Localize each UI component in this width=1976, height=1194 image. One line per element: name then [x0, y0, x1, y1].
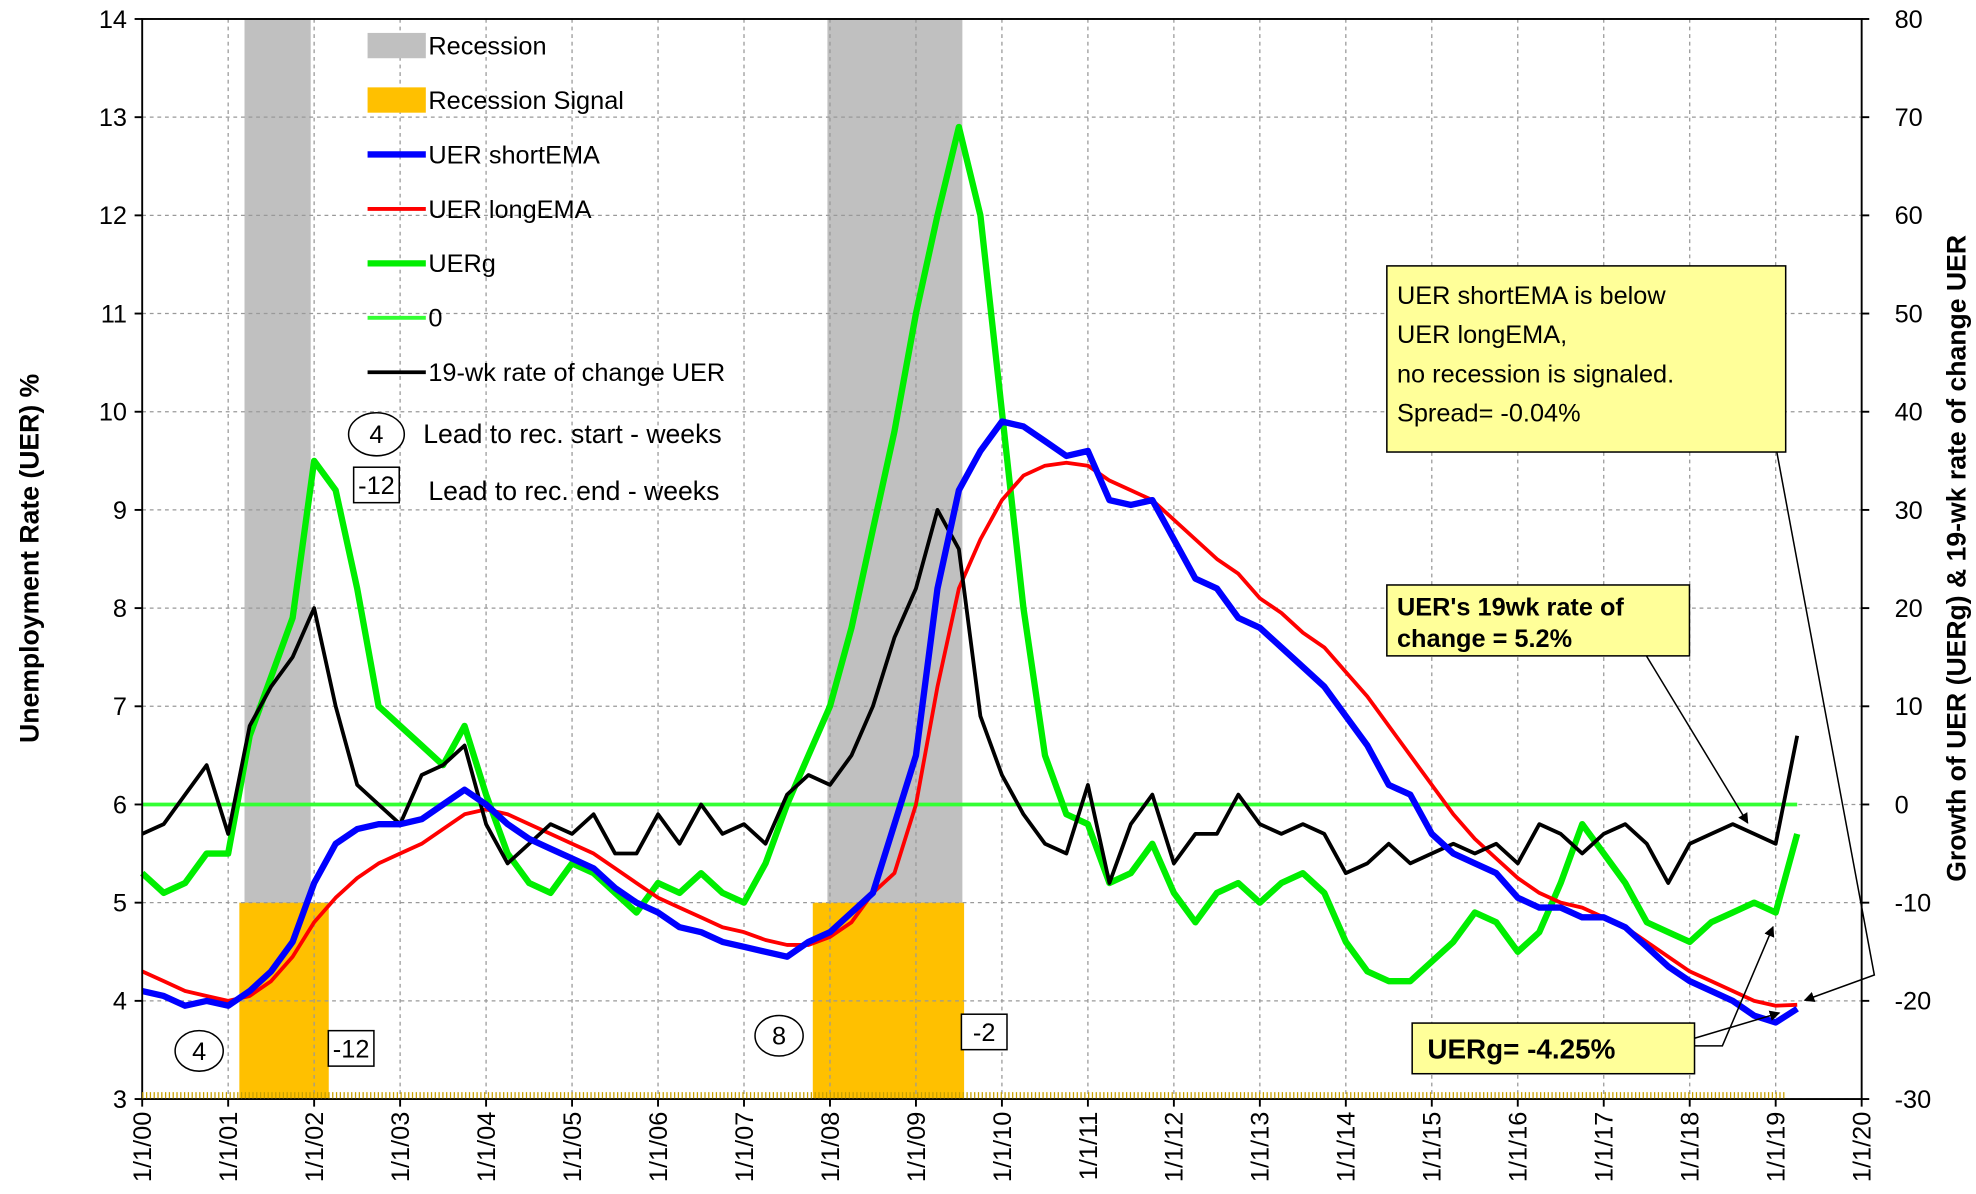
x-tick-label: 1/1/00: [129, 1112, 157, 1182]
callout-box: [1386, 584, 1691, 657]
lead-marker-label: -2: [973, 1019, 996, 1047]
callout-text: UER shortEMA is below: [1397, 282, 1666, 310]
lead-marker-label: -12: [358, 472, 395, 500]
x-tick-label: 1/1/17: [1591, 1112, 1619, 1182]
y-tick-label: 6: [113, 791, 127, 819]
y2-tick-label: -20: [1895, 988, 1932, 1016]
x-tick-label: 1/1/11: [1075, 1112, 1103, 1181]
y2-tick-label: 30: [1895, 497, 1923, 525]
y-axis-title: Unemployment Rate (UER) %: [14, 374, 44, 743]
y2-tick-label: 10: [1895, 693, 1923, 721]
y-tick-label: 9: [113, 497, 127, 525]
legend-label: 19-wk rate of change UER: [428, 359, 725, 387]
x-tick-label: 1/1/19: [1763, 1112, 1791, 1182]
y2-axis-title: Growth of UER (UERg) & 19-wk rate of cha…: [1941, 235, 1971, 882]
legend-swatch: [367, 87, 426, 113]
callout-text: change = 5.2%: [1397, 625, 1572, 653]
x-tick-label: 1/1/18: [1677, 1112, 1705, 1182]
callout-box: [1386, 265, 1787, 453]
lead-legend-text: Lead to rec. start - weeks: [423, 419, 721, 449]
x-tick-label: 1/1/13: [1247, 1112, 1275, 1182]
lead-marker-label: 4: [192, 1038, 206, 1066]
x-tick-label: 1/1/14: [1333, 1112, 1361, 1182]
series-line: [140, 123, 1801, 985]
x-tick-label: 1/1/15: [1419, 1112, 1447, 1182]
lead-marker-shape: [754, 1014, 804, 1057]
callout-text: Spread= -0.04%: [1397, 400, 1581, 428]
legend-label: 0: [428, 305, 442, 333]
lead-marker-shape: [347, 412, 406, 457]
recession-signal-band: [239, 902, 329, 1100]
y2-tick-label: 40: [1895, 399, 1923, 427]
x-tick-label: 1/1/02: [301, 1112, 329, 1182]
lead-marker-shape: [174, 1029, 224, 1072]
y-tick-label: 12: [99, 202, 127, 230]
lead-marker-shape: [327, 1029, 375, 1067]
y-tick-label: 4: [113, 988, 127, 1016]
x-tick-label: 1/1/12: [1161, 1112, 1189, 1182]
y2-tick-label: 70: [1895, 104, 1923, 132]
callout-text: UER longEMA,: [1397, 321, 1567, 349]
y2-tick-label: -10: [1895, 890, 1932, 918]
legend-label: Recession Signal: [428, 87, 624, 115]
arrows: [1645, 451, 1876, 1047]
x-tick-label: 1/1/04: [473, 1112, 501, 1182]
series-line: [141, 418, 1799, 1026]
callout-text: UER's 19wk rate of: [1397, 593, 1624, 621]
lead-marker-label: -12: [333, 1035, 370, 1063]
plot-frame: [141, 18, 1863, 1100]
legend-label: Recession: [428, 32, 546, 60]
y-tick-label: 8: [113, 595, 127, 623]
x-tick-label: 1/1/07: [731, 1112, 759, 1182]
x-tick-label: 1/1/16: [1505, 1112, 1533, 1182]
lead-marker-shape: [352, 466, 400, 504]
series-line: [141, 460, 1798, 1008]
lead-marker-shape: [960, 1013, 1008, 1051]
x-tick-label: 1/1/20: [1849, 1112, 1877, 1182]
y-tick-label: 5: [113, 890, 127, 918]
y2-tick-label: 20: [1895, 595, 1923, 623]
lead-marker-label: 8: [772, 1023, 786, 1051]
legend-label: UER shortEMA: [428, 141, 600, 169]
callout-text: no recession is signaled.: [1397, 360, 1674, 388]
y-tick-label: 13: [99, 104, 127, 132]
y2-tick-label: 50: [1895, 300, 1923, 328]
lead-marker-label: 4: [369, 421, 383, 449]
x-tick-label: 1/1/10: [989, 1112, 1017, 1182]
y2-tick-label: 80: [1895, 6, 1923, 34]
y2-tick-label: 0: [1895, 791, 1909, 819]
callout-box: [1411, 1022, 1696, 1075]
lead-legend-text: Lead to rec. end - weeks: [428, 476, 719, 506]
y-tick-label: 7: [113, 693, 127, 721]
series-line: [141, 507, 1800, 885]
x-tick-label: 1/1/08: [817, 1112, 845, 1182]
y-tick-label: 10: [99, 399, 127, 427]
x-tick-label: 1/1/06: [645, 1112, 673, 1182]
x-tick-label: 1/1/09: [903, 1112, 931, 1182]
x-tick-label: 1/1/05: [559, 1112, 587, 1182]
y-tick-label: 11: [101, 300, 127, 328]
callout-text: UERg= -4.25%: [1427, 1034, 1615, 1065]
y-tick-label: 3: [113, 1086, 127, 1114]
y-tick-label: 14: [99, 6, 127, 34]
y2-tick-label: 60: [1895, 202, 1923, 230]
legend-label: UER longEMA: [428, 196, 591, 224]
y2-tick-label: -30: [1895, 1086, 1932, 1114]
x-tick-label: 1/1/03: [387, 1112, 415, 1182]
legend-swatch: [367, 32, 426, 59]
x-tick-label: 1/1/01: [215, 1112, 243, 1182]
legend-label: UERg: [428, 250, 496, 278]
